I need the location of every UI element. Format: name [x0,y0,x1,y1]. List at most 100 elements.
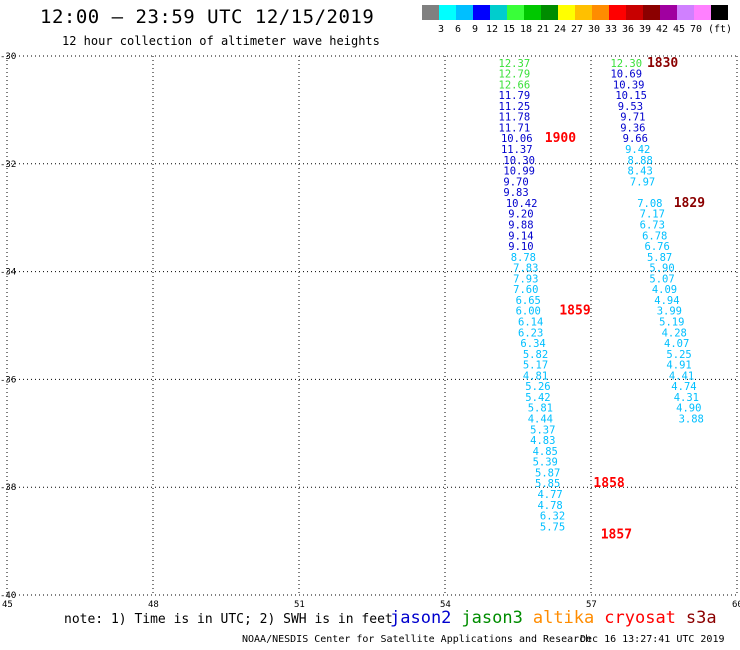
legend-label: 45 [672,24,686,35]
swh-value: 4.09 [652,284,677,296]
lat-tick-label: -34 [0,268,16,278]
page-title: 12:00 — 23:59 UTC 12/15/2019 [40,6,375,28]
swh-value: 3.88 [679,414,704,426]
lat-tick-label: -38 [0,483,16,493]
legend-swatch [626,5,643,20]
pass-time-label: 1858 [593,476,624,491]
swh-value: 12.37 [499,58,531,70]
legend-swatch [575,5,592,20]
swh-value: 9.14 [508,230,533,242]
swh-value: 5.37 [530,424,555,436]
swh-value: 7.17 [640,209,665,221]
swh-value: 10.30 [503,155,535,167]
legend-swatch [541,5,558,20]
swh-value: 10.42 [506,198,538,210]
swh-value: 6.34 [520,338,545,350]
legend-swatch [694,5,711,20]
pass-time-label: 1900 [545,131,576,146]
legend-label: 27 [570,24,584,35]
swh-value: 4.90 [676,403,701,415]
lon-tick-label: 51 [294,600,305,610]
swh-value: 9.42 [625,144,650,156]
swh-value: 9.53 [618,101,643,113]
swh-value: 5.19 [659,317,684,329]
legend-label: 9 [471,24,479,35]
swh-value: 7.93 [513,273,538,285]
pass-time-label: 1829 [674,196,705,211]
legend-swatch [660,5,677,20]
lon-tick-label: 60 [732,600,740,610]
lon-tick-label: 57 [586,600,597,610]
swh-value: 5.75 [540,521,565,533]
swh-value: 4.91 [666,360,691,372]
swh-value: 7.60 [513,284,538,296]
page-subtitle: 12 hour collection of altimeter wave hei… [62,34,380,48]
legend-swatch [643,5,660,20]
legend-label: 42 [655,24,669,35]
swh-value: 3.99 [657,306,682,318]
legend-label: 18 [519,24,533,35]
pass-time-label: 1859 [559,304,590,319]
swh-value: 9.71 [620,112,645,124]
swh-value: 9.70 [503,176,528,188]
swh-value: 8.78 [511,252,536,264]
satellite-jason2: jason2 [390,608,452,628]
swh-value: 6.14 [518,317,543,329]
swh-value: 11.71 [499,122,531,134]
legend-swatch [473,5,490,20]
swh-value: 4.07 [664,338,689,350]
lon-tick-label: 48 [148,600,159,610]
satellite-legend: jason2 jason3 altika cryosat s3a [390,608,727,628]
legend-swatch [507,5,524,20]
swh-value: 4.78 [537,500,562,512]
swh-value: 5.87 [535,467,560,479]
swh-value: 5.85 [535,478,560,490]
swh-value: 5.07 [649,273,674,285]
satellite-altika: altika [532,608,595,628]
swh-value: 12.30 [610,58,642,70]
swh-value: 4.74 [671,381,696,393]
swh-value: 11.79 [499,90,531,102]
lat-tick-label: -40 [0,591,16,601]
swh-value: 6.73 [640,219,665,231]
swh-value: 4.28 [662,327,687,339]
swh-value: 5.26 [525,381,550,393]
swh-value: 9.88 [508,219,533,231]
lat-tick-label: -32 [0,160,16,170]
pass-time-labels: 1830 1900 1829 1859 1858 1857 [545,56,705,543]
swh-value: 5.81 [528,403,553,415]
swh-value: 6.78 [642,230,667,242]
swh-value: 5.90 [649,263,674,275]
swh-value: 4.85 [533,446,558,458]
legend-swatch [490,5,507,20]
swh-value: 10.15 [615,90,647,102]
swh-value: 12.66 [499,79,531,91]
satellite-s3a: s3a [685,608,717,628]
legend-label: 15 [502,24,516,35]
legend-label: 70 [689,24,703,35]
swh-value: 4.83 [530,435,555,447]
swh-value: 6.32 [540,511,565,523]
lon-tick-label: 54 [440,600,451,610]
legend-label: 39 [638,24,652,35]
swh-value: 4.94 [654,295,679,307]
swh-value: 8.88 [628,155,653,167]
pass-time-label: 1857 [601,527,632,542]
pass-time-label: 1830 [647,56,678,71]
swh-value: 5.82 [523,349,548,361]
legend-label: 36 [621,24,635,35]
map-grid [6,55,738,596]
legend-swatch [711,5,728,20]
legend-swatch [456,5,473,20]
swh-points: 12.3712.7912.6611.7911.2511.7811.7110.06… [499,58,704,534]
satellite-jason3: jason3 [461,608,523,628]
legend-swatch [422,5,439,20]
swh-value: 6.23 [518,327,543,339]
swh-value: 6.76 [645,241,670,253]
swh-value: 12.79 [499,69,531,81]
legend-swatch [677,5,694,20]
legend-label: 3 [437,24,445,35]
swh-value: 10.69 [610,69,642,81]
swh-value: 6.65 [516,295,541,307]
